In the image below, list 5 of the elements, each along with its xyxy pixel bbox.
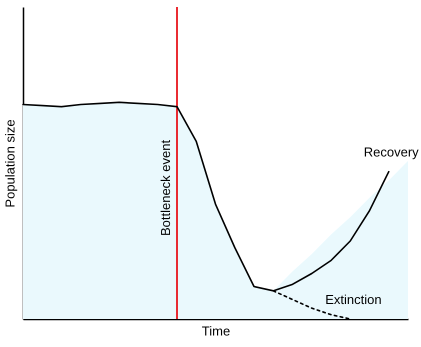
x-axis-title: Time bbox=[202, 324, 230, 338]
series-label: Extinction bbox=[325, 292, 382, 307]
series-label: Recovery bbox=[364, 144, 420, 160]
annotation: Bottleneck event bbox=[158, 140, 173, 236]
y-axis-title: Population size bbox=[2, 119, 18, 208]
